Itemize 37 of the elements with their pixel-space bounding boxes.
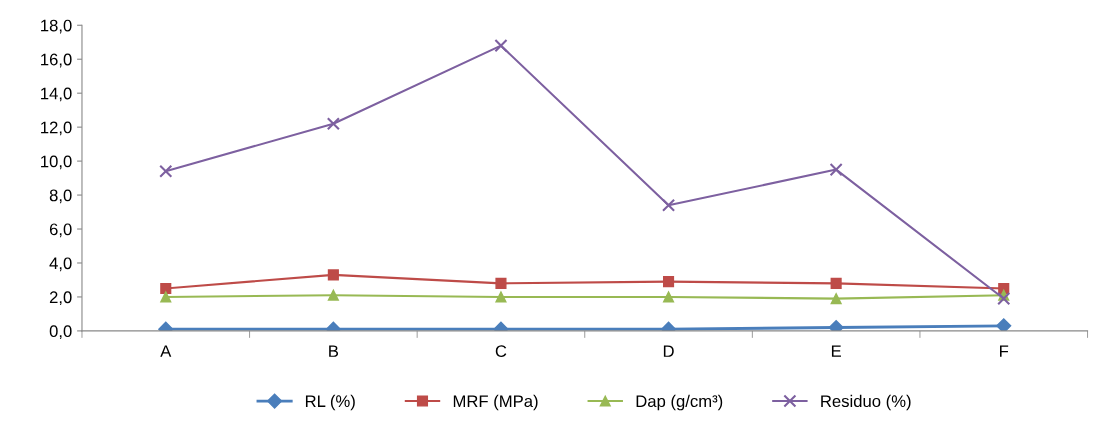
- point: [160, 282, 172, 295]
- x-tick-label: F: [1000, 345, 1009, 357]
- point: [996, 318, 1012, 331]
- x-tick-label: C: [495, 345, 507, 358]
- y-tick-label: 0,0: [49, 325, 72, 340]
- x-tick-label: A: [160, 345, 172, 357]
- y-tick-label: 4,0: [49, 257, 72, 272]
- y-tick-label: 16,0: [41, 53, 72, 68]
- x-tick-label: B: [329, 345, 339, 357]
- point: [830, 293, 842, 305]
- point: [495, 277, 507, 289]
- legend-label: Residuo (%): [821, 394, 911, 411]
- point: [661, 198, 676, 212]
- y-tick-label: 10,0: [41, 155, 72, 170]
- y-tick-label: 14,0: [41, 87, 72, 102]
- point: [495, 291, 507, 303]
- point: [830, 277, 842, 289]
- point: [327, 269, 339, 281]
- point: [160, 291, 172, 303]
- y-tick-label: 12,0: [41, 121, 72, 136]
- point: [997, 292, 1011, 306]
- point: [662, 276, 675, 288]
- y-tick-label: 18,0: [41, 19, 72, 34]
- x-tick-label: E: [831, 345, 841, 357]
- point: [662, 291, 675, 303]
- y-tick-label: 2,0: [49, 291, 72, 306]
- x-tick-label: D: [663, 345, 674, 357]
- y-tick-label: 8,0: [49, 189, 72, 204]
- point: [326, 117, 340, 131]
- legend-label: RL (%): [305, 394, 355, 411]
- point: [494, 39, 508, 53]
- y-tick-label: 6,0: [49, 223, 72, 238]
- legend-label: MRF (MPa): [453, 394, 538, 411]
- legend-label: Dap (g/cm³): [636, 394, 723, 411]
- point: [327, 289, 339, 301]
- point: [829, 163, 843, 177]
- point: [159, 164, 173, 178]
